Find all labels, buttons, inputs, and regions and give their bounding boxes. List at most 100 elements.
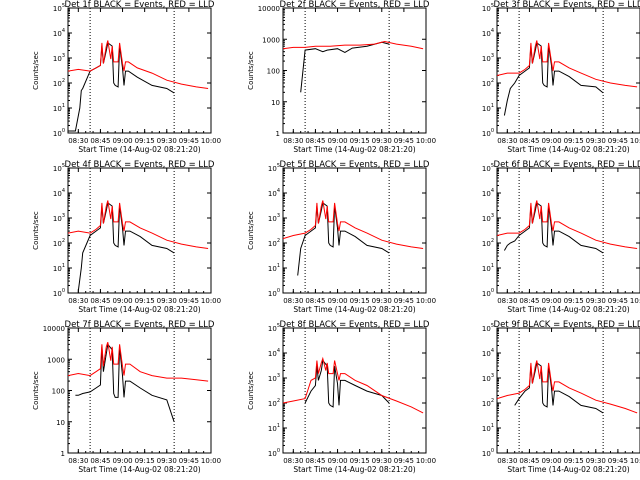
y-tick-label: 100 xyxy=(53,288,65,298)
x-tick-label: 09:15 xyxy=(135,297,155,305)
x-tick-label: 09:00 xyxy=(541,457,561,465)
x-tick-label: 09:45 xyxy=(608,137,628,145)
x-tick-label: 10:00 xyxy=(201,297,221,305)
panel-title: Det 9f BLACK = Events, RED = LLD xyxy=(494,320,640,330)
x-tick-label: 09:00 xyxy=(541,137,561,145)
y-tick-exponent: 5 xyxy=(277,163,280,169)
x-tick-label: 08:45 xyxy=(305,297,325,305)
x-tick-label: 09:00 xyxy=(327,457,347,465)
events-series-line xyxy=(304,359,390,408)
lld-series-line xyxy=(68,342,209,382)
y-tick-label: 10 xyxy=(56,419,65,427)
plot-frame xyxy=(496,7,640,134)
y-tick-label: 102 xyxy=(482,78,494,88)
y-tick-exponent: 3 xyxy=(491,53,494,59)
y-tick-label: 103 xyxy=(482,373,494,383)
y-tick-base: 10 xyxy=(482,165,491,173)
y-axis-label: Counts/sec xyxy=(32,51,40,90)
x-tick-label: 10:00 xyxy=(416,137,436,145)
y-tick-base: 10 xyxy=(482,400,491,408)
y-tick-label: 10000 xyxy=(258,5,280,13)
y-tick-exponent: 5 xyxy=(491,163,494,169)
y-tick-exponent: 4 xyxy=(491,348,494,354)
y-tick-base: 10 xyxy=(53,130,62,138)
plot-frame xyxy=(67,327,212,454)
plot-frame xyxy=(282,327,427,454)
y-tick-base: 10 xyxy=(53,5,62,13)
y-tick-label: 102 xyxy=(268,238,280,248)
y-tick-label: 105 xyxy=(53,163,65,173)
x-axis-label: Start Time (14-Aug-02 08:21:20) xyxy=(78,465,200,474)
x-tick-label: 08:45 xyxy=(90,137,110,145)
y-tick-base: 10 xyxy=(53,80,62,88)
y-tick-base: 10 xyxy=(482,350,491,358)
x-tick-label: 10:00 xyxy=(416,457,436,465)
x-tick-label: 08:30 xyxy=(497,137,517,145)
x-axis-label: Start Time (14-Aug-02 08:21:20) xyxy=(293,145,415,154)
panel-6: Det 6f BLACK = Events, RED = LLD 08:30 08:… xyxy=(482,160,640,314)
y-tick-label: 102 xyxy=(53,78,65,88)
y-tick-exponent: 1 xyxy=(277,423,280,429)
panel-9: Det 9f BLACK = Events, RED = LLD 08:30 08:… xyxy=(482,320,640,474)
y-tick-label: 101 xyxy=(268,423,280,433)
x-tick-label: 09:15 xyxy=(350,457,370,465)
x-tick-label: 08:45 xyxy=(519,297,539,305)
x-tick-label: 09:45 xyxy=(394,137,414,145)
y-tick-base: 10 xyxy=(268,450,277,458)
events-series-line xyxy=(297,202,390,276)
events-series-line xyxy=(75,343,175,422)
x-tick-label: 08:30 xyxy=(68,457,88,465)
panel-title: Det 2f BLACK = Events, RED = LLD xyxy=(280,0,430,10)
x-tick-label: 09:30 xyxy=(157,137,177,145)
y-tick-label: 103 xyxy=(482,213,494,223)
x-tick-label: 09:45 xyxy=(394,297,414,305)
y-tick-exponent: 2 xyxy=(491,398,494,404)
y-tick-label: 100 xyxy=(268,448,280,458)
y-tick-base: 10 xyxy=(482,105,491,113)
x-tick-label: 08:45 xyxy=(305,457,325,465)
y-tick-label: 102 xyxy=(53,238,65,248)
y-tick-label: 103 xyxy=(482,53,494,63)
y-tick-exponent: 0 xyxy=(62,128,65,134)
panel-title: Det 6f BLACK = Events, RED = LLD xyxy=(494,160,640,170)
y-tick-exponent: 4 xyxy=(277,348,280,354)
y-tick-exponent: 4 xyxy=(491,28,494,34)
y-tick-base: 10 xyxy=(482,425,491,433)
y-tick-exponent: 3 xyxy=(491,213,494,219)
x-tick-label: 09:00 xyxy=(541,297,561,305)
y-tick-base: 10 xyxy=(268,350,277,358)
panel-2: Det 2f BLACK = Events, RED = LLD 08:30 08:… xyxy=(247,0,436,154)
y-tick-base: 10 xyxy=(268,425,277,433)
y-tick-label: 101 xyxy=(482,103,494,113)
x-tick-label: 09:00 xyxy=(327,137,347,145)
lld-series-line xyxy=(68,40,209,89)
x-tick-label: 09:30 xyxy=(372,457,392,465)
x-tick-label: 09:30 xyxy=(586,137,606,145)
x-tick-label: 09:45 xyxy=(608,457,628,465)
y-tick-label: 104 xyxy=(482,188,494,198)
y-tick-exponent: 1 xyxy=(62,263,65,269)
y-tick-label: 103 xyxy=(268,373,280,383)
x-axis-label: Start Time (14-Aug-02 08:21:20) xyxy=(293,465,415,474)
plot-frame xyxy=(67,167,212,294)
y-tick-base: 10 xyxy=(482,265,491,273)
y-tick-label: 100 xyxy=(267,68,280,76)
y-tick-exponent: 0 xyxy=(277,448,280,454)
lld-series-line xyxy=(68,200,209,249)
y-tick-exponent: 0 xyxy=(491,128,494,134)
x-axis-label: Start Time (14-Aug-02 08:21:20) xyxy=(507,465,629,474)
y-tick-base: 10 xyxy=(268,240,277,248)
y-tick-exponent: 4 xyxy=(277,188,280,194)
y-tick-exponent: 3 xyxy=(277,373,280,379)
x-tick-label: 10:00 xyxy=(201,137,221,145)
y-tick-base: 10 xyxy=(482,55,491,63)
x-tick-label: 08:45 xyxy=(305,137,325,145)
y-tick-base: 10 xyxy=(482,325,491,333)
y-tick-exponent: 2 xyxy=(491,238,494,244)
events-series-line xyxy=(503,202,604,254)
x-axis-label: Start Time (14-Aug-02 08:21:20) xyxy=(78,305,200,314)
lld-series-line xyxy=(283,356,424,414)
y-tick-base: 10 xyxy=(268,215,277,223)
x-tick-label: 09:30 xyxy=(157,457,177,465)
x-tick-label: 09:45 xyxy=(179,137,199,145)
